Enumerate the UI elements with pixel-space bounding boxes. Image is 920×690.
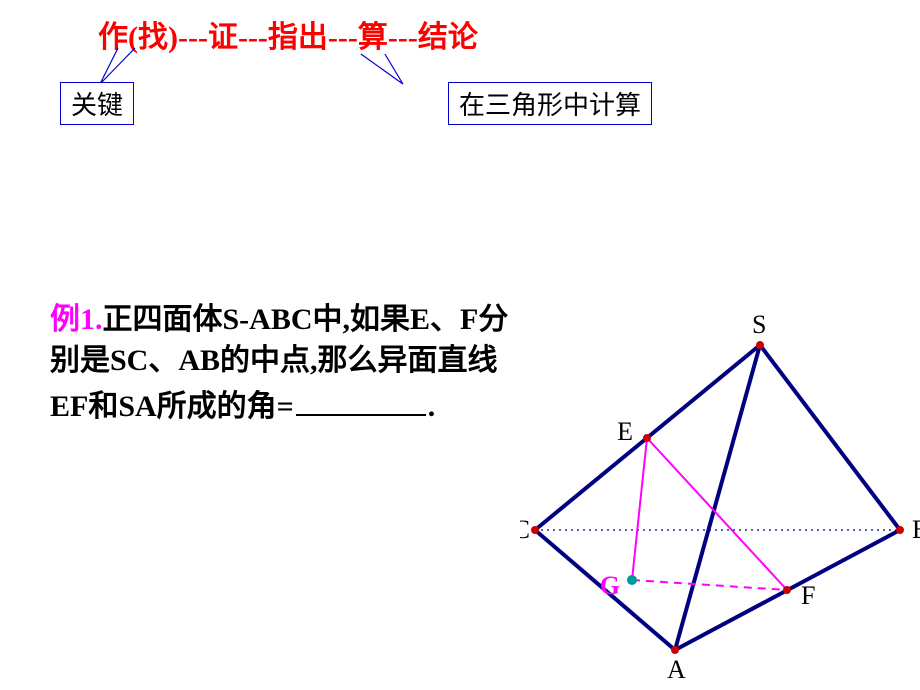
vertex-E	[643, 434, 651, 442]
vertex-C	[531, 526, 539, 534]
answer-blank	[296, 381, 426, 416]
edge-E-G	[632, 438, 647, 580]
vertex-G	[627, 575, 637, 585]
callout-keyword-text: 关键	[71, 91, 123, 120]
edge-S-B	[760, 345, 900, 530]
label-B: B	[912, 515, 920, 544]
label-G: G	[600, 571, 620, 600]
label-E: E	[617, 417, 633, 446]
callout-compute-triangle: 在三角形中计算	[448, 82, 652, 125]
label-C: C	[520, 515, 530, 544]
trailing-dot: .	[428, 390, 436, 423]
label-F: F	[801, 581, 815, 610]
vertex-S	[756, 341, 764, 349]
example-1-problem: 例1.正四面体S-ABC中,如果E、F分别是SC、AB的中点,那么异面直线EF和…	[50, 300, 530, 428]
tetrahedron-diagram: S A B C E F G	[520, 300, 920, 680]
callout-compute-text: 在三角形中计算	[459, 91, 641, 120]
label-A: A	[667, 655, 686, 680]
label-S: S	[752, 310, 766, 339]
edge-G-F	[632, 580, 787, 590]
callout-keyword: 关键	[60, 82, 134, 125]
example-body: 正四面体S-ABC中,如果E、F分别是SC、AB的中点,那么异面直线EF和SA所…	[50, 303, 508, 423]
edge-E-F	[647, 438, 787, 590]
vertex-F	[783, 586, 791, 594]
vertex-A	[671, 646, 679, 654]
edge-S-A	[675, 345, 760, 650]
vertex-B	[896, 526, 904, 534]
example-label: 例1.	[50, 303, 103, 336]
